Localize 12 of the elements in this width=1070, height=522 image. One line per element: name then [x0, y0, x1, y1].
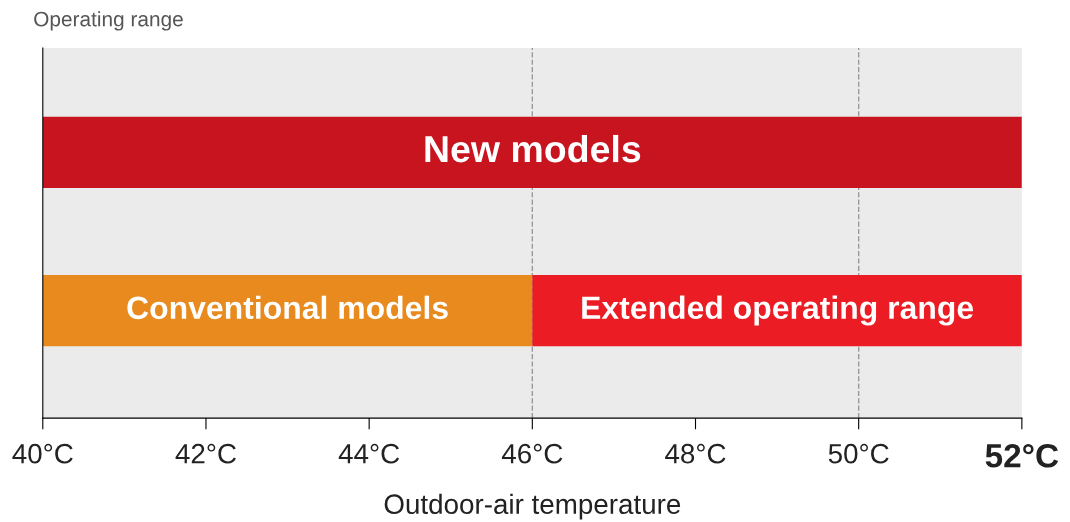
- series-label: Extended operating range: [582, 295, 974, 326]
- x-axis-title: Outdoor-air temperature: [384, 493, 681, 520]
- series-label: Conventional models: [127, 295, 448, 320]
- x-tick-label: 44°C: [338, 443, 400, 464]
- x-tick-label: 50°C: [828, 443, 889, 464]
- chart-title: Operating range: [34, 11, 183, 31]
- x-tick-label: 46°C: [501, 443, 563, 464]
- x-tick-label: 42°C: [175, 443, 236, 464]
- x-tick-label: 48°C: [665, 443, 726, 464]
- series-label: New models: [425, 134, 641, 163]
- x-tick-label: 52°C: [985, 444, 1059, 468]
- x-tick-label: 40°C: [12, 443, 73, 464]
